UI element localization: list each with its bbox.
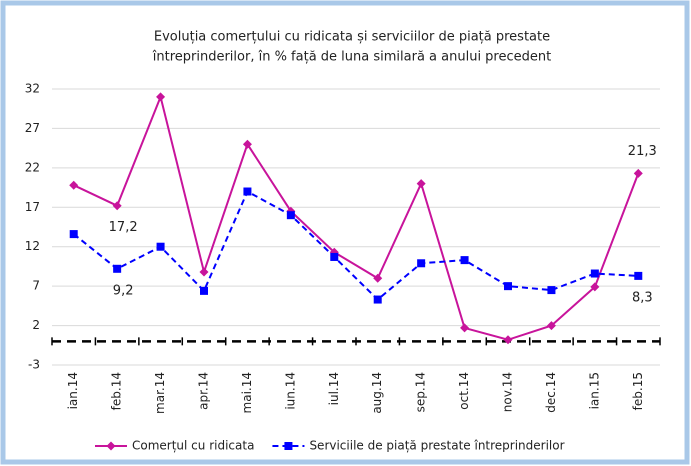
data-point bbox=[633, 168, 643, 178]
data-point bbox=[242, 139, 252, 149]
data-point bbox=[156, 92, 166, 102]
data-point bbox=[113, 264, 122, 273]
data-point bbox=[330, 252, 339, 261]
y-tick-label: 27 bbox=[25, 121, 40, 135]
data-point bbox=[286, 211, 295, 220]
legend-marker bbox=[106, 441, 116, 451]
data-point bbox=[112, 201, 122, 211]
x-tick-label: sep.14 bbox=[414, 372, 428, 412]
x-tick-label: feb.15 bbox=[631, 372, 645, 410]
data-point bbox=[546, 321, 556, 331]
y-tick-label: 12 bbox=[25, 239, 40, 253]
data-point bbox=[417, 259, 426, 268]
data-point bbox=[504, 282, 512, 291]
data-point bbox=[199, 267, 209, 277]
y-tick-label: 22 bbox=[25, 160, 40, 174]
x-tick-label: oct.14 bbox=[457, 372, 471, 410]
data-label: 8,3 bbox=[632, 290, 653, 305]
data-point bbox=[590, 282, 600, 292]
data-point bbox=[243, 187, 252, 196]
x-tick-label: ian.14 bbox=[66, 372, 80, 409]
data-point bbox=[373, 273, 383, 283]
x-tick-label: nov.14 bbox=[501, 372, 515, 412]
chart-title: Evoluția comerțului cu ridicata și servi… bbox=[154, 30, 550, 45]
x-tick-label: feb.14 bbox=[110, 372, 124, 410]
data-point bbox=[460, 256, 469, 265]
data-point bbox=[590, 269, 599, 278]
legend-label: Comerțul cu ridicata bbox=[132, 439, 254, 453]
series-line bbox=[73, 190, 639, 301]
x-tick-label: aug.14 bbox=[370, 372, 384, 414]
y-tick-label: 2 bbox=[32, 318, 40, 332]
y-tick-label: 7 bbox=[32, 279, 40, 293]
x-tick-label: iul.14 bbox=[327, 372, 341, 405]
chart-title: întreprinderilor, în % față de luna simi… bbox=[152, 50, 551, 65]
x-tick-label: iun.14 bbox=[283, 372, 297, 410]
x-tick-label: apr.14 bbox=[197, 372, 211, 410]
data-label: 17,2 bbox=[109, 220, 138, 235]
data-point bbox=[69, 180, 79, 190]
data-point bbox=[156, 242, 165, 251]
legend-label: Serviciile de piață prestate întreprinde… bbox=[309, 439, 564, 453]
x-tick-label: mai.14 bbox=[240, 372, 254, 413]
data-point bbox=[69, 230, 78, 239]
series-line bbox=[73, 93, 640, 341]
data-point bbox=[503, 335, 513, 345]
y-tick-label: -3 bbox=[28, 358, 40, 372]
y-tick-label: 17 bbox=[25, 200, 40, 214]
legend-marker bbox=[284, 442, 293, 450]
data-point bbox=[200, 286, 208, 295]
data-point bbox=[373, 295, 382, 304]
y-tick-label: 32 bbox=[25, 82, 40, 96]
data-point bbox=[460, 323, 470, 333]
data-point bbox=[416, 179, 426, 189]
x-tick-label: ian.15 bbox=[587, 372, 601, 409]
data-label: 9,2 bbox=[113, 283, 134, 298]
x-tick-label: dec.14 bbox=[544, 372, 558, 413]
data-label: 21,3 bbox=[628, 144, 657, 159]
data-point bbox=[634, 271, 643, 280]
data-point bbox=[547, 286, 556, 295]
x-tick-label: mar.14 bbox=[153, 372, 167, 414]
